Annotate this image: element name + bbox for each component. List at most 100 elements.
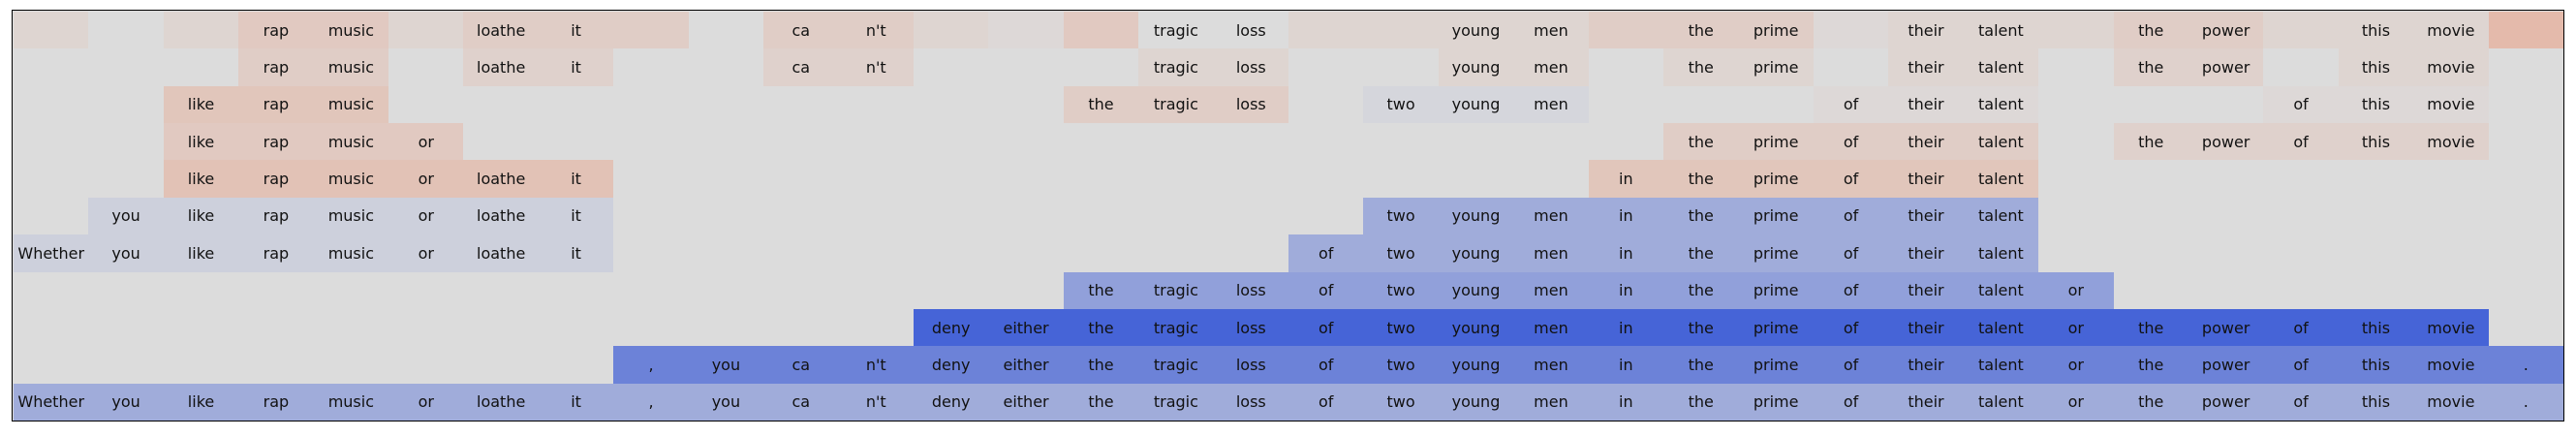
heatmap-cell: in [1588, 271, 1664, 309]
heatmap-cell: you [88, 234, 164, 272]
heatmap-cell: of [1288, 271, 1364, 309]
heatmap-cell: young [1438, 234, 1514, 272]
heatmap-cell: like [163, 85, 239, 124]
heatmap-cell: of [1813, 234, 1889, 272]
heatmap-cell: movie [2413, 123, 2489, 161]
heatmap-cell: . [2488, 346, 2563, 384]
heatmap-cell: or [2038, 346, 2114, 384]
heatmap-cell: loathe [463, 197, 539, 235]
heatmap-cell: their [1888, 48, 1964, 86]
heatmap-cell: young [1438, 346, 1514, 384]
heatmap-cell: power [2188, 123, 2264, 161]
heatmap-cell: or [388, 197, 464, 235]
heatmap-cell: loathe [463, 160, 539, 198]
heatmap-cell: or [388, 160, 464, 198]
heatmap-cell: power [2188, 12, 2264, 49]
heatmap-cell: prime [1738, 48, 1814, 86]
heatmap-cell: in [1588, 346, 1664, 384]
heatmap-cell: or [388, 383, 464, 421]
heatmap-cell: of [2263, 123, 2339, 161]
heatmap-cell: two [1363, 197, 1439, 235]
heatmap-cell: talent [1963, 383, 2039, 421]
heatmap-cell: the [2113, 346, 2188, 384]
heatmap-cell: rap [238, 123, 314, 161]
heatmap-cell: the [1663, 234, 1739, 272]
heatmap-cell: of [1288, 346, 1364, 384]
heatmap-cell: either [988, 383, 1064, 421]
heatmap-cell: , [613, 383, 689, 421]
heatmap-cell: music [313, 234, 389, 272]
heatmap-cell: men [1513, 85, 1589, 124]
heatmap-cell: ca [763, 48, 839, 86]
heatmap-cell: young [1438, 308, 1514, 347]
heatmap-cell: this [2338, 308, 2414, 347]
heatmap-cell: either [988, 346, 1064, 384]
heatmap-cell: ca [763, 12, 839, 49]
heatmap-cell: the [1663, 383, 1739, 421]
heatmap-cell: young [1438, 85, 1514, 124]
heatmap-cell: of [1288, 234, 1364, 272]
heatmap-cell: this [2338, 346, 2414, 384]
heatmap-cell: prime [1738, 123, 1814, 161]
heatmap-cell: of [1813, 123, 1889, 161]
heatmap-cell: talent [1963, 160, 2039, 198]
heatmap-cell: two [1363, 234, 1439, 272]
heatmap-cell: men [1513, 197, 1589, 235]
heatmap-cell: rap [238, 12, 314, 49]
heatmap-cell: power [2188, 48, 2264, 86]
heatmap-cell: the [1063, 383, 1139, 421]
heatmap-cell: like [163, 123, 239, 161]
heatmap-cell: prime [1738, 383, 1814, 421]
heatmap-cell: movie [2413, 308, 2489, 347]
heatmap-cell: deny [913, 308, 989, 347]
heatmap-cell [1063, 12, 1139, 49]
heatmap-cell: two [1363, 383, 1439, 421]
heatmap-cell: prime [1738, 234, 1814, 272]
heatmap-cell: rap [238, 48, 314, 86]
heatmap-cell: power [2188, 308, 2264, 347]
heatmap-cell: their [1888, 383, 1964, 421]
heatmap-cell: the [1663, 48, 1739, 86]
heatmap-cell: loss [1213, 383, 1288, 421]
heatmap-cell: loss [1213, 271, 1288, 309]
heatmap-cell: young [1438, 197, 1514, 235]
heatmap-cell: men [1513, 346, 1589, 384]
heatmap-cell: movie [2413, 12, 2489, 49]
heatmap-cell: Whether [14, 383, 89, 421]
heatmap-cell: of [2263, 308, 2339, 347]
heatmap-cell: prime [1738, 308, 1814, 347]
heatmap-cell: power [2188, 383, 2264, 421]
heatmap-cell: men [1513, 383, 1589, 421]
heatmap-cell: rap [238, 85, 314, 124]
heatmap-cell: rap [238, 234, 314, 272]
heatmap-cell: prime [1738, 160, 1814, 198]
attention-heatmap: rap music loathe it ca n't tragic loss young men t… [12, 10, 2564, 421]
heatmap-cell: in [1588, 197, 1664, 235]
heatmap-cell: men [1513, 308, 1589, 347]
heatmap-cell: the [1663, 12, 1739, 49]
heatmap-cell: in [1588, 160, 1664, 198]
heatmap-cell: or [2038, 308, 2114, 347]
heatmap-cell: of [1813, 197, 1889, 235]
heatmap-cell: the [1663, 346, 1739, 384]
heatmap-cell: tragic [1138, 271, 1214, 309]
heatmap-cell: talent [1963, 123, 2039, 161]
heatmap-cell: deny [913, 383, 989, 421]
heatmap-cell: the [1063, 85, 1139, 124]
heatmap-cell: men [1513, 48, 1589, 86]
heatmap-cell: young [1438, 12, 1514, 49]
heatmap-cell: prime [1738, 197, 1814, 235]
heatmap-cell [14, 12, 89, 49]
heatmap-cell: talent [1963, 308, 2039, 347]
heatmap-cell: talent [1963, 234, 2039, 272]
heatmap-cell: the [2113, 12, 2188, 49]
heatmap-cell: the [1663, 123, 1739, 161]
heatmap-cell: tragic [1153, 20, 1198, 40]
heatmap-cell [1288, 12, 1364, 49]
heatmap-cell: Whether [14, 234, 89, 272]
heatmap-cell: the [1663, 160, 1739, 198]
heatmap-cell: it [538, 12, 614, 49]
heatmap-cell: loathe [463, 12, 539, 49]
heatmap-cell: loss [1213, 346, 1288, 384]
heatmap-cell: the [2113, 383, 2188, 421]
